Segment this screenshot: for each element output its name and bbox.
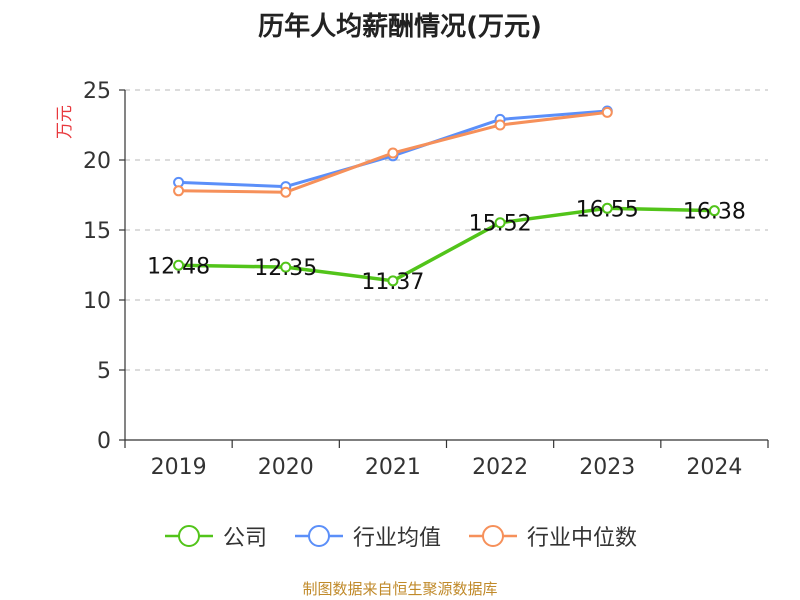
legend-item[interactable]: 行业中位数 [467, 520, 637, 552]
data-point [601, 202, 613, 214]
data-point [708, 205, 720, 217]
legend-item[interactable]: 行业均值 [293, 520, 441, 552]
x-tick-label: 2024 [686, 455, 742, 480]
series-2 [173, 106, 613, 198]
legend-marker [469, 525, 517, 547]
source-note: 制图数据来自恒生聚源数据库 [302, 580, 498, 598]
x-tick-label: 2020 [258, 455, 314, 480]
series-0 [173, 202, 720, 287]
legend-marker [164, 525, 213, 547]
series-lines [173, 105, 720, 287]
data-point [173, 259, 185, 271]
y-tick-label: 0 [97, 429, 111, 454]
data-point [173, 185, 185, 197]
data-point [494, 119, 506, 131]
x-tick-label: 2022 [472, 455, 528, 480]
data-label: 15.52 [469, 212, 532, 237]
data-point [280, 261, 292, 273]
y-tick-label: 10 [83, 289, 111, 314]
legend-marker [294, 525, 343, 547]
y-tick-label: 25 [83, 79, 111, 104]
x-tick-label: 2023 [579, 455, 635, 480]
x-tick-label: 2021 [365, 455, 421, 480]
y-tick-label: 20 [83, 149, 111, 174]
data-label: 11.37 [361, 270, 424, 295]
data-label: 16.55 [576, 197, 639, 222]
legend-item[interactable]: 公司 [163, 520, 267, 552]
data-point [280, 186, 292, 198]
data-point [601, 106, 613, 118]
y-tick-label: 5 [97, 359, 111, 384]
legend: 公司 行业均值 行业中位数 [0, 520, 800, 552]
grid-lines [125, 89, 768, 371]
legend-label: 公司 [222, 526, 267, 551]
data-labels: 12.48 12.35 11.37 15.52 16.55 16.38 [147, 197, 746, 295]
x-tick-label: 2019 [151, 455, 207, 480]
legend-label: 行业中位数 [527, 526, 638, 551]
data-point [387, 275, 399, 287]
data-label: 12.48 [147, 254, 210, 279]
data-label: 12.35 [254, 256, 317, 281]
data-point [387, 147, 399, 159]
legend-label: 行业均值 [352, 526, 441, 551]
y-axis-title: 万元 [55, 105, 75, 139]
data-point [494, 217, 506, 229]
axes: 0 5 10 15 20 25 2019 2020 2021 2022 2023 2024 [83, 79, 769, 480]
data-label: 16.38 [683, 200, 746, 225]
y-tick-label: 15 [83, 219, 111, 244]
chart-title: 历年人均薪酬情况(万元) [258, 12, 542, 42]
series-line [178, 206, 715, 283]
